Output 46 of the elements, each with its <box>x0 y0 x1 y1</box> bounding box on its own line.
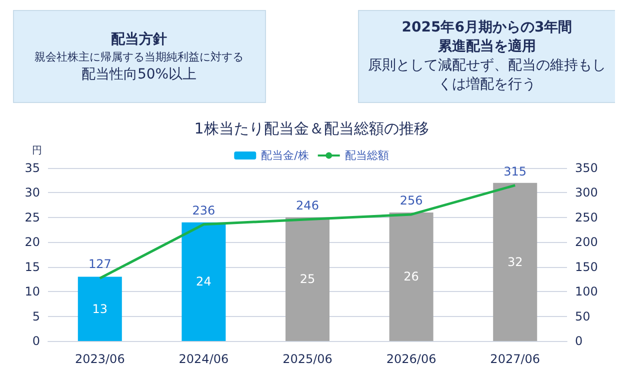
data-label: 236 <box>192 203 216 218</box>
data-label: 13 <box>92 302 108 316</box>
data-label: 256 <box>400 193 423 208</box>
data-label: 246 <box>296 198 319 212</box>
text: 累進配当を適用 <box>437 38 536 54</box>
x-tick-label: 2026/06 <box>386 352 436 366</box>
bar <box>78 276 122 341</box>
text: 親会社株主に帰属する当期純利益に対する <box>34 50 244 64</box>
legend-label: 配当総額 <box>344 149 389 162</box>
text: 配当性向50%以上 <box>81 66 197 82</box>
data-label: 127 <box>88 257 112 272</box>
y2-tick-label: 200 <box>575 235 598 250</box>
data-label: 25 <box>300 272 316 286</box>
y-tick-label: 20 <box>24 235 40 250</box>
y-tick-label: 5 <box>32 309 40 324</box>
y2-tick-label: 100 <box>575 284 598 299</box>
x-tick-label: 2023/06 <box>74 352 125 366</box>
text: 2025年6月期からの3年間 <box>402 20 572 36</box>
y-tick-label: 35 <box>24 161 40 175</box>
x-tick-label: 2024/06 <box>178 352 229 366</box>
y-axis-title: 円 <box>32 146 42 156</box>
legend-label: 配当金/株 <box>261 149 309 162</box>
y-tick-label: 15 <box>24 260 40 274</box>
y2-tick-label: 150 <box>575 260 598 274</box>
bar <box>389 212 434 341</box>
y-tick-label: 25 <box>24 210 40 224</box>
bar <box>182 222 226 341</box>
text: 配当方針 <box>111 30 167 48</box>
bar <box>493 182 538 341</box>
data-label: 32 <box>507 254 523 269</box>
x-tick-label: 2027/06 <box>490 352 540 366</box>
chart-title: 1株当たり配当金＆配当総額の推移 <box>194 120 429 138</box>
bar <box>286 217 330 341</box>
y2-tick-label: 350 <box>575 161 598 175</box>
y2-tick-label: 0 <box>575 334 583 348</box>
text: 原則として減配せず、配当の維持もしくは増配を行う <box>368 58 606 92</box>
y2-tick-label: 300 <box>575 186 598 200</box>
y-tick-label: 30 <box>24 186 40 200</box>
data-label: 315 <box>504 164 527 178</box>
y-tick-label: 10 <box>24 284 40 299</box>
data-label: 26 <box>404 270 419 284</box>
data-label: 24 <box>196 274 212 289</box>
x-tick-label: 2025/06 <box>282 352 332 366</box>
y2-tick-label: 50 <box>575 309 590 324</box>
y-tick-label: 0 <box>32 334 40 348</box>
y2-tick-label: 250 <box>575 210 598 224</box>
